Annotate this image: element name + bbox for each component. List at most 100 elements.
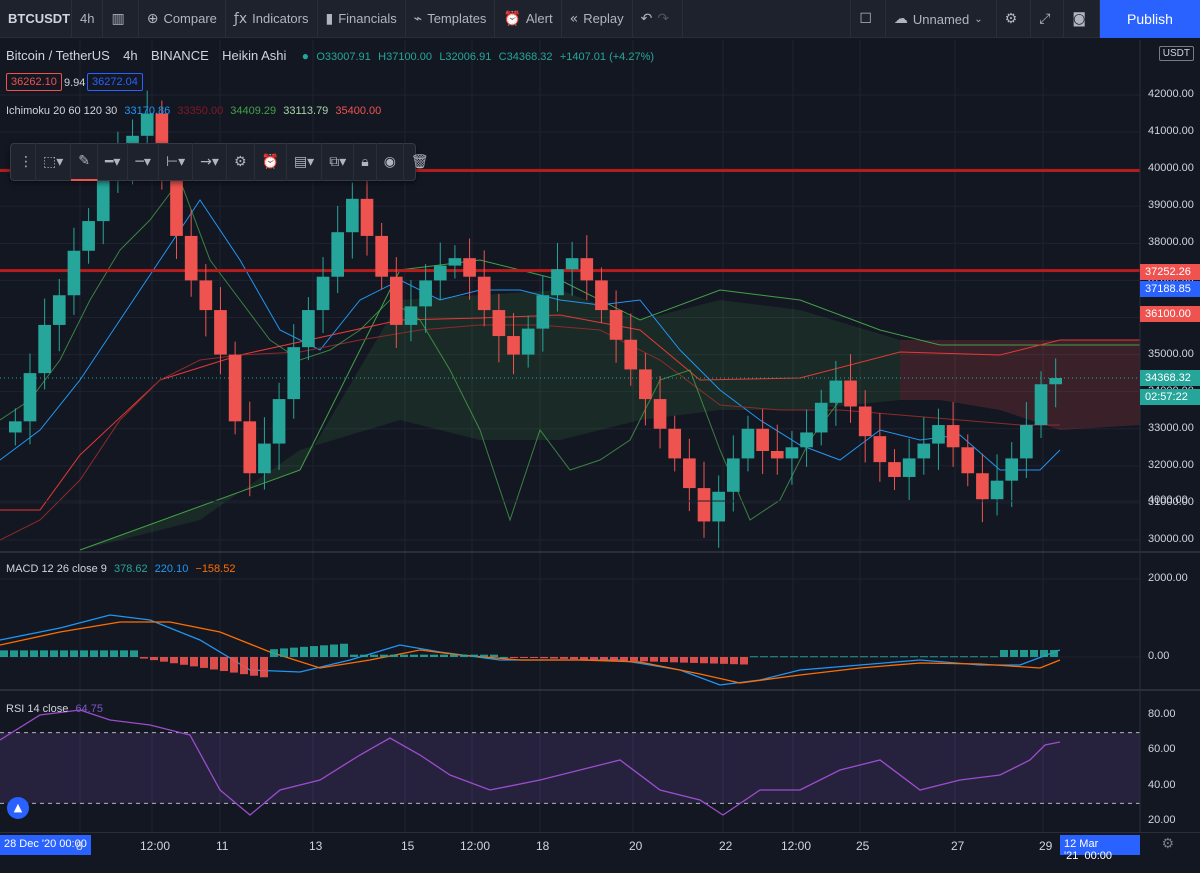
macd-histogram-bar [50,650,58,657]
macd-line-value: 378.62 [113,563,148,575]
macd-histogram-bar [770,656,778,658]
redo-icon[interactable]: ↷ [657,10,670,27]
replay-button[interactable]: «Replay [562,0,633,38]
drag-handle-icon[interactable]: ⋮ [17,143,36,181]
candle-body [536,295,550,329]
candle-body [624,339,638,370]
time-tick: 8 [76,839,83,853]
interval-button[interactable]: 4h [72,0,104,38]
layout-name-button[interactable]: ☁ Unnamed ⌄ [886,0,997,38]
macd-histogram-bar [660,657,668,662]
macd-histogram-bar [130,650,138,657]
macd-histogram-bar [730,657,738,665]
ichimoku-legend[interactable]: Ichimoku 20 60 120 30 33170.86 33350.00 … [6,105,385,117]
gear-icon[interactable]: ⚙ [227,143,255,181]
line-style-icon[interactable]: ─▾ [128,143,159,181]
price-tick: 33000.00 [1148,421,1194,434]
candle-body [228,354,242,422]
templates-button[interactable]: ⌁ Templates [406,0,496,38]
alarm-icon: ⏰ [503,10,521,27]
rsi-tick: 20.00 [1148,814,1176,826]
candle-body [888,462,901,477]
candle-body [946,425,960,448]
candle-body [492,310,506,337]
time-tick: 12:00 [460,839,491,853]
ohlc-high: H37100.00 [378,51,432,63]
compare-button[interactable]: ⊕ Compare [139,0,226,38]
macd-histogram-bar [330,644,338,657]
macd-histogram-bar [310,646,318,657]
candle-body [346,198,359,233]
macd-histogram-bar [650,657,658,662]
pencil-icon[interactable]: ✎ [71,143,98,181]
macd-legend[interactable]: MACD 12 26 close 9 378.62 220.10 −158.52 [6,563,239,575]
macd-histogram-bar [1020,649,1028,657]
candle-body [785,447,799,459]
undo-button[interactable]: ↶ ↷ [633,0,684,38]
left-end-icon[interactable]: ⊢▾ [159,143,194,181]
rsi-tick: 60.00 [1148,743,1176,756]
right-end-icon[interactable]: →▾ [193,143,227,181]
candle-body [844,380,857,407]
time-axis[interactable]: 28 Dec '20 00:00 8 12:00 11 13 15 12:00 18 20 22… [0,832,1200,862]
alert-add-icon[interactable]: ⏰ [255,143,287,181]
macd-histogram-bar [400,654,408,657]
time-tick: 27 [951,839,965,853]
candle-body [990,480,1004,500]
fullscreen-toggle[interactable]: ☐ [850,0,886,38]
macd-histogram-bar [290,647,298,657]
chart-style-button[interactable]: ▥ [103,0,139,38]
macd-histogram-bar [830,656,838,658]
lagging-span [0,178,841,522]
indicators-button[interactable]: ƒx Indicators [226,0,318,38]
macd-histogram-bar [360,654,368,657]
trash-icon[interactable]: 🗑︎ [410,154,429,170]
snapshot-button[interactable]: ◙ [1064,0,1100,38]
ichimoku-conversion: 33170.86 [124,105,171,117]
level-label-37252: 37252.26 [1140,264,1200,280]
time-tick: 13 [309,839,323,853]
symbol-search[interactable]: BTCUSDT [0,0,72,38]
expand-button[interactable]: ⤢ [1031,0,1065,38]
rsi-value: 64.75 [75,703,103,715]
macd-histogram-bar [880,656,888,658]
macd-histogram-bar [420,654,428,657]
templates-icon[interactable]: ▤▾ [287,143,323,181]
time-tick: 12:00 [140,839,171,853]
macd-histogram-bar [70,650,78,657]
buy-button[interactable]: 36272.04 [87,73,143,91]
drawing-toolbar: ⋮ ⬚▾ ✎ ━▾ ─▾ ⊢▾ →▾ ⚙ ⏰ ▤▾ ⧉▾ 🔒︎ ◉ 🗑︎ [10,143,429,181]
macd-label: MACD 12 26 close 9 [6,563,107,575]
eye-icon[interactable]: ◉ [377,143,404,181]
sell-button[interactable]: 36262.10 [6,73,62,91]
pair-name[interactable]: Bitcoin / TetherUS [6,48,110,63]
clone-icon[interactable]: ⧉▾ [322,143,355,181]
macd-histogram-bar [930,656,938,658]
candle-body [712,491,725,522]
line-width-icon[interactable]: ━▾ [98,143,129,181]
select-style-icon[interactable]: ⬚▾ [36,143,72,181]
macd-histogram-bar [80,650,88,657]
macd-histogram-bar [840,656,848,658]
candle-body [1034,384,1048,426]
rsi-label: RSI 14 close [6,703,69,715]
macd-histogram-bar [640,657,648,662]
rsi-legend[interactable]: RSI 14 close 64.75 [6,703,107,715]
candle-body [551,269,564,296]
financials-button[interactable]: ▮ Financials [318,0,406,38]
settings-button[interactable]: ⚙ [997,0,1032,38]
currency-label[interactable]: USDT [1158,46,1194,61]
lock-icon[interactable]: 🔒︎ [354,143,377,181]
macd-histogram-bar [460,654,468,657]
publish-button[interactable]: Publish [1100,0,1200,38]
logo-icon[interactable]: ▲ [7,797,29,819]
macd-histogram-bar [470,654,478,657]
price-tick: 40000.00 [1148,162,1194,175]
macd-histogram-bar [740,657,748,665]
alert-button[interactable]: ⏰ Alert [495,0,562,38]
macd-histogram-bar [230,657,238,673]
axis-settings-icon[interactable]: ⚙ [1161,836,1174,852]
macd-histogram-bar [630,657,638,662]
market-status-icon: ● [301,49,310,63]
